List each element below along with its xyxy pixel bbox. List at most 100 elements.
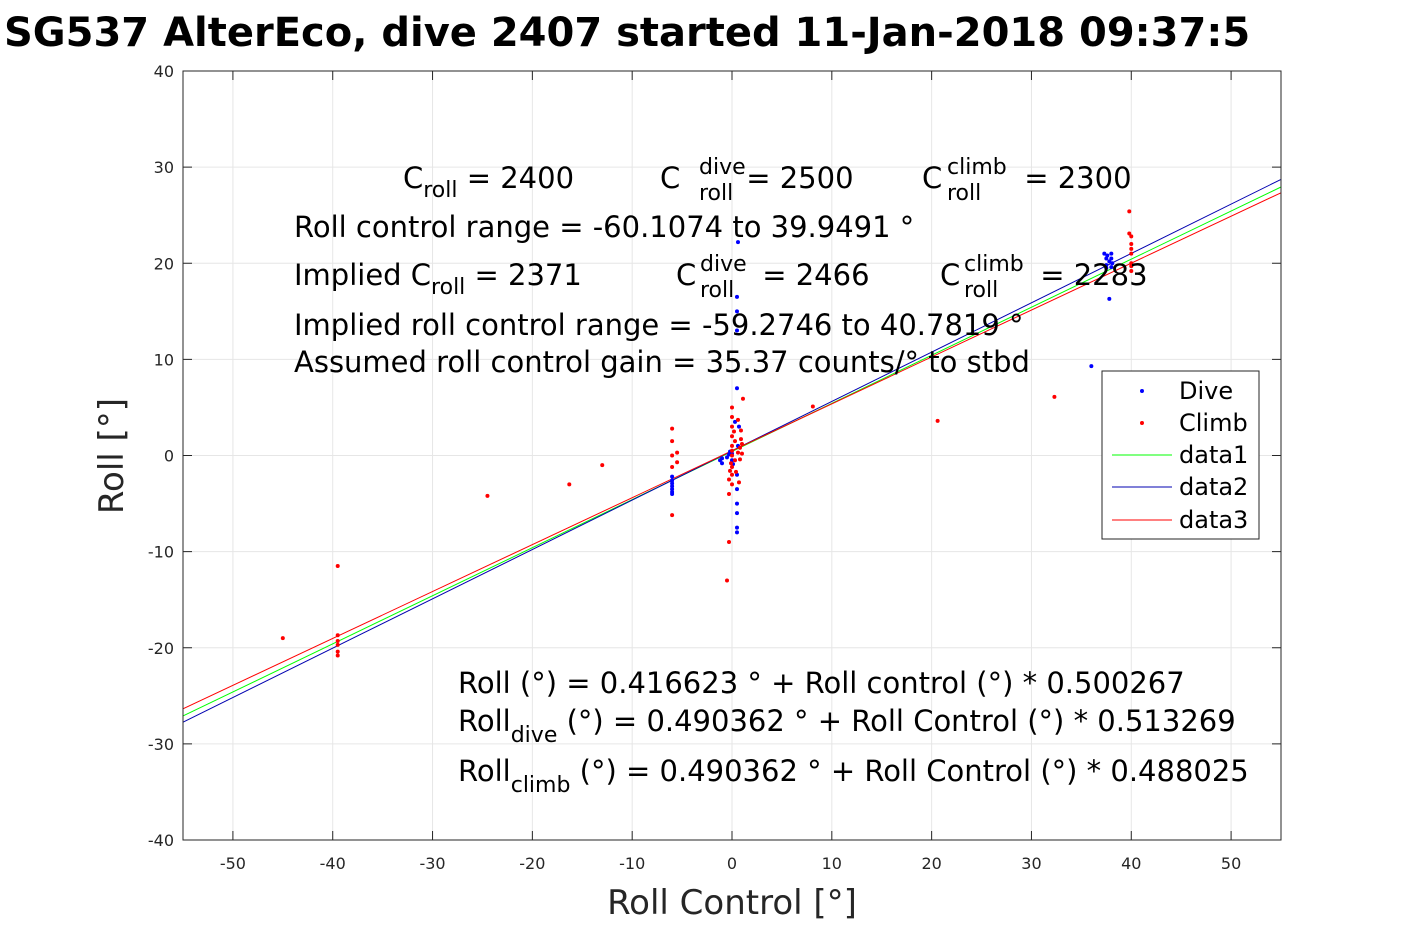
data-points	[280, 209, 1134, 658]
dive-point	[734, 309, 739, 314]
y-tick-label: 40	[154, 62, 174, 81]
c-roll-text: Croll = 2400	[403, 161, 574, 203]
x-tick-label: 40	[1121, 854, 1141, 873]
dive-point	[736, 424, 741, 429]
y-tick-label: -20	[148, 639, 174, 658]
climb-point	[730, 415, 734, 420]
y-tick-label: -10	[148, 543, 174, 562]
climb-point	[1129, 242, 1134, 247]
dive-point	[725, 455, 730, 460]
y-axis-label: Roll [°]	[92, 398, 132, 514]
climb-point	[335, 564, 340, 569]
legend: Dive Climb data1 data2 data3	[1101, 370, 1260, 540]
dive-point	[670, 481, 675, 486]
climb-point	[335, 642, 340, 647]
climb-point	[725, 578, 730, 583]
climb-point	[736, 480, 741, 485]
legend-dive-label: Dive	[1179, 377, 1233, 405]
dive-point	[670, 487, 675, 492]
climb-point	[1129, 264, 1134, 269]
dive-point	[734, 294, 739, 299]
climb-point	[670, 465, 675, 470]
dive-point	[734, 511, 739, 516]
climb-point	[1127, 231, 1132, 236]
dive-point	[1105, 253, 1110, 258]
climb-point	[600, 463, 605, 468]
climb-point	[737, 445, 742, 450]
fit-all-text: Roll (°) = 0.416623 ° + Roll control (°)…	[458, 666, 1185, 700]
climb-point	[335, 649, 340, 654]
climb-point	[810, 404, 815, 409]
annotation-fits: Roll (°) = 0.416623 ° + Roll control (°)…	[458, 666, 1249, 798]
gain-text: Assumed roll control gain = 35.37 counts…	[294, 345, 1030, 379]
climb-point	[732, 439, 737, 444]
x-tick-label: -10	[619, 854, 645, 873]
climb-point	[728, 468, 733, 473]
y-tick-label: -40	[148, 831, 174, 850]
climb-point	[335, 653, 340, 658]
climb-point	[567, 482, 572, 487]
dive-point	[734, 487, 739, 492]
climb-point	[280, 636, 285, 641]
climb-point	[675, 450, 680, 455]
climb-point	[1129, 246, 1134, 251]
fit-dive-text: Rolldive (°) = 0.490362 ° + Roll Control…	[458, 704, 1236, 748]
dive-point	[670, 474, 675, 479]
climb-point	[730, 443, 734, 448]
y-tick-label: 0	[164, 447, 174, 466]
climb-point	[335, 633, 340, 638]
fit-climb-text: Rollclimb (°) = 0.490362 ° + Roll Contro…	[458, 754, 1249, 798]
climb-point	[485, 493, 490, 498]
legend-climb-label: Climb	[1179, 409, 1248, 437]
climb-point	[1127, 209, 1132, 214]
climb-point	[670, 439, 675, 444]
dive-point	[1107, 296, 1112, 301]
dive-point	[1102, 251, 1107, 256]
climb-point	[1129, 251, 1134, 256]
implied-c-roll-text: Implied Croll = 2371	[294, 258, 582, 300]
climb-point	[727, 540, 732, 545]
dive-point	[734, 386, 739, 391]
climb-point	[1129, 234, 1134, 239]
climb-point	[730, 405, 734, 410]
climb-point	[730, 472, 734, 477]
dive-point	[732, 419, 737, 424]
climb-point	[738, 437, 743, 442]
dive-point	[670, 484, 675, 489]
x-tick-label: -50	[220, 854, 246, 873]
x-tick-label: -20	[519, 854, 545, 873]
legend-climb-marker	[1140, 421, 1144, 425]
climb-point	[1129, 268, 1134, 273]
climb-point	[935, 418, 940, 423]
climb-point	[729, 461, 734, 466]
climb-point	[730, 434, 734, 439]
climb-point	[1129, 261, 1134, 266]
climb-point	[730, 465, 734, 470]
climb-point	[730, 424, 734, 429]
climb-point	[731, 429, 736, 434]
dive-point	[734, 328, 739, 333]
climb-point	[735, 450, 740, 455]
climb-point	[735, 417, 740, 422]
climb-point	[737, 457, 742, 462]
roll-control-range-text: Roll control range = -60.1074 to 39.9491…	[294, 210, 914, 244]
climb-point	[670, 453, 675, 458]
dive-point	[1089, 364, 1094, 369]
y-tick-label: 10	[154, 350, 174, 369]
dive-point	[1109, 265, 1114, 270]
legend-data3-label: data3	[1179, 506, 1248, 534]
dive-point	[1109, 251, 1114, 256]
dive-point	[1104, 266, 1109, 271]
x-tick-label: 30	[1021, 854, 1041, 873]
dive-point	[1109, 256, 1114, 261]
x-tick-label: 50	[1221, 854, 1241, 873]
climb-point	[739, 451, 744, 456]
climb-point	[732, 458, 737, 463]
x-tick-label: 0	[727, 854, 737, 873]
dive-point	[1104, 263, 1109, 268]
climb-point	[730, 453, 734, 458]
